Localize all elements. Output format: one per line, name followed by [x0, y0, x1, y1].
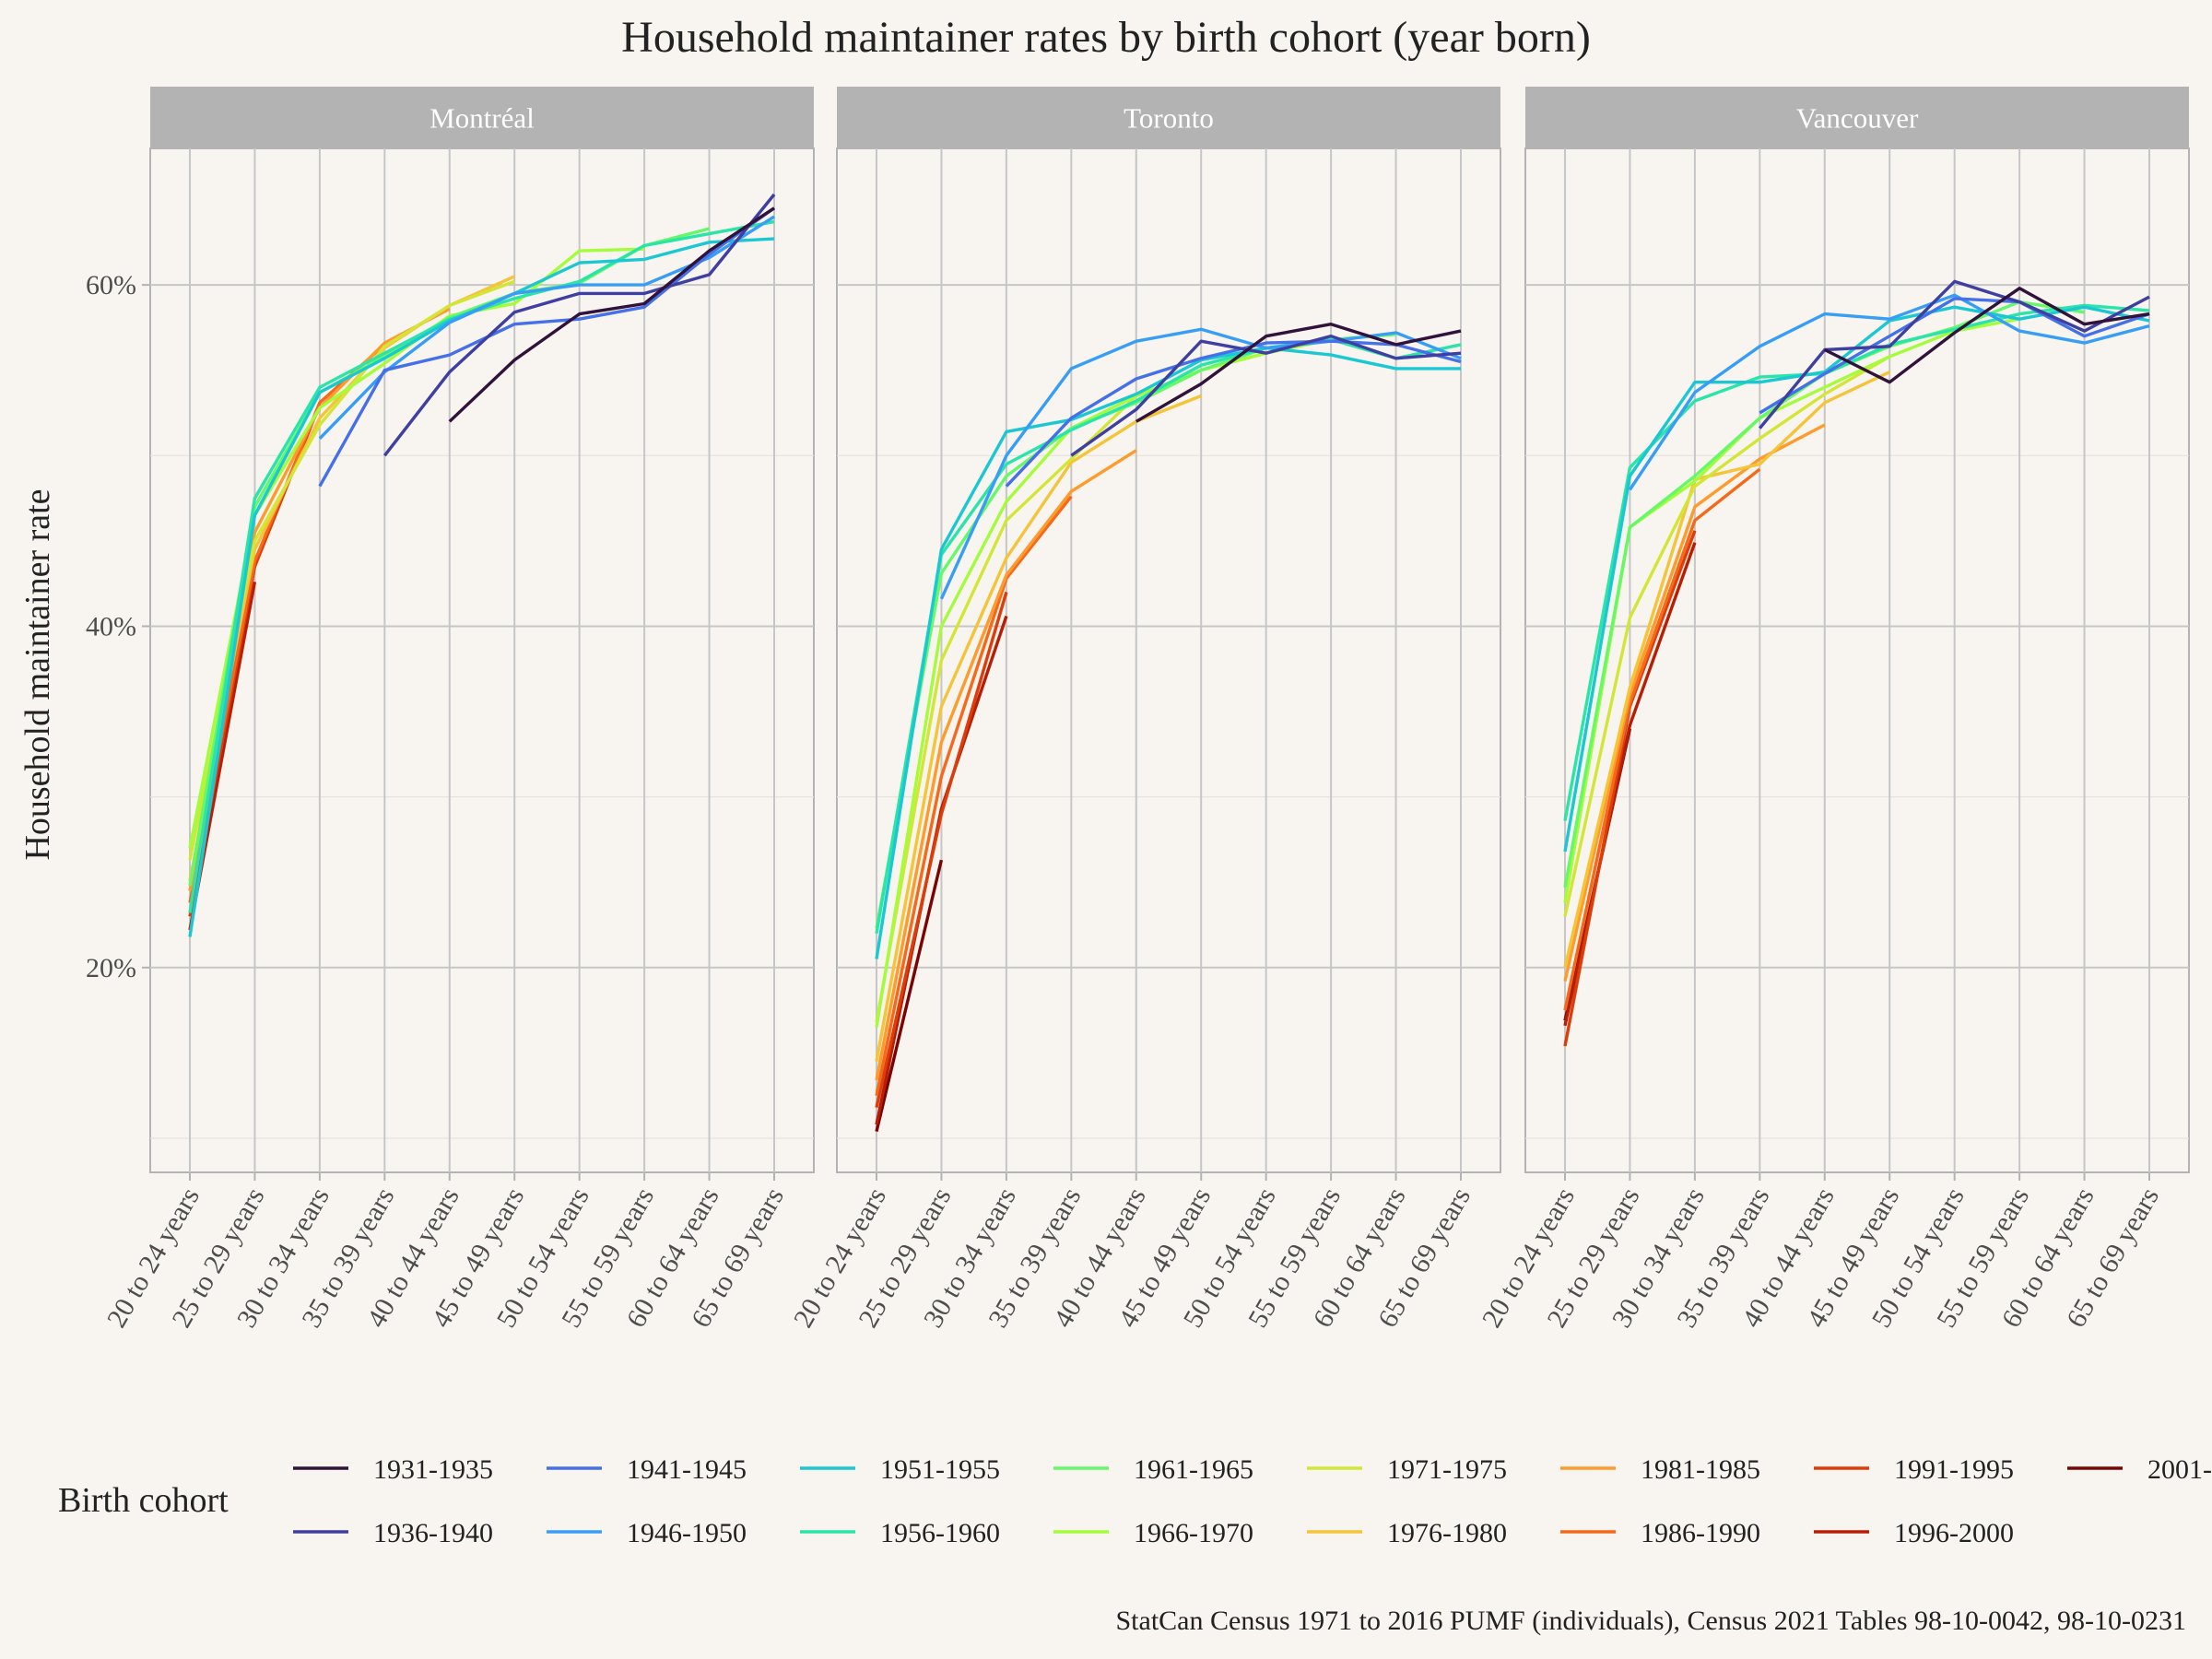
y-axis-title: Household maintainer rate [18, 488, 57, 860]
panel-border [1524, 147, 2190, 1173]
legend-label: 1976-1980 [1387, 1518, 1507, 1548]
legend-label: 1936-1940 [373, 1518, 493, 1548]
chart-title: Household maintainer rates by birth coho… [621, 13, 1591, 62]
legend-label: 1946-1950 [627, 1518, 747, 1548]
legend-label: 1956-1960 [880, 1518, 1000, 1548]
series-group [188, 193, 776, 937]
legend-item-1971-1975: 1971-1975 [1307, 1454, 1507, 1485]
legend-item-1936-1940: 1936-1940 [293, 1518, 493, 1548]
series-line-1981-1985 [875, 449, 1137, 1081]
legend-item-1961-1965: 1961-1965 [1053, 1454, 1253, 1485]
legend-label: 1996-2000 [1894, 1518, 2014, 1548]
series-line-1971-1975 [1563, 355, 1891, 917]
legend-label: 1931-1935 [373, 1454, 493, 1485]
series-line-1966-1970 [875, 337, 1332, 1028]
legend-label: 2001-2005 [2147, 1454, 2212, 1485]
series-line-1976-1980 [875, 394, 1202, 1062]
series-line-1986-1990 [188, 343, 386, 903]
strip-label-vancouver: Vancouver [1796, 102, 1919, 135]
legend-title: Birth cohort [58, 1481, 229, 1520]
series-line-1951-1955 [1563, 305, 2150, 853]
strip-label-toronto: Toronto [1124, 102, 1214, 135]
series-line-1976-1980 [1563, 371, 1890, 969]
series-group [1563, 279, 2150, 1047]
series-line-1946-1950 [318, 215, 775, 440]
legend-label: 1986-1990 [1641, 1518, 1760, 1548]
strip-toronto [837, 87, 1500, 148]
series-line-1946-1950 [1628, 293, 2150, 491]
legend-item-1996-2000: 1996-2000 [1814, 1518, 2014, 1548]
legend-item-1931-1935: 1931-1935 [293, 1454, 493, 1485]
series-line-1971-1975 [188, 279, 515, 861]
legend-item-1986-1990: 1986-1990 [1560, 1518, 1760, 1548]
series-line-1936-1940 [382, 193, 776, 457]
legend-label: 1966-1970 [1134, 1518, 1253, 1548]
legend-item-1981-1985: 1981-1985 [1560, 1454, 1760, 1485]
series-line-1931-1935 [1135, 323, 1462, 423]
series-line-1981-1985 [1563, 423, 1826, 982]
series-group [875, 323, 1462, 1132]
series-line-1936-1940 [1070, 335, 1462, 457]
series-line-1956-1960 [188, 219, 775, 913]
legend-item-1966-1970: 1966-1970 [1053, 1518, 1253, 1548]
series-line-1941-1945 [1005, 339, 1462, 488]
legend: Birth cohort 1931-1935 1936-1940 1941-1945… [58, 1454, 2212, 1548]
y-tick-label: 60% [86, 270, 136, 300]
legend-label: 1951-1955 [880, 1454, 1000, 1485]
series-line-1986-1990 [1563, 467, 1761, 1011]
legend-label: 1981-1985 [1641, 1454, 1760, 1485]
legend-item-1956-1960: 1956-1960 [800, 1518, 1000, 1548]
strip-vancouver [1525, 87, 2189, 148]
series-line-1931-1935 [448, 206, 775, 423]
panel-border [149, 147, 815, 1173]
series-line-1946-1950 [939, 327, 1462, 600]
series-line-1931-1935 [1824, 287, 2150, 384]
caption: StatCan Census 1971 to 2016 PUMF (indivi… [1116, 1606, 2187, 1636]
legend-item-1941-1945: 1941-1945 [547, 1454, 747, 1485]
series-line-2001-2005 [875, 859, 944, 1132]
legend-label: 1991-1995 [1894, 1454, 2014, 1485]
legend-item-1976-1980: 1976-1980 [1307, 1518, 1507, 1548]
strip-label-montral: Montréal [429, 102, 535, 135]
legend-label: 1961-1965 [1134, 1454, 1253, 1485]
series-line-1956-1960 [1563, 303, 2150, 821]
y-tick-label: 20% [86, 953, 136, 983]
legend-item-2001-2005: 2001-2005 [2067, 1454, 2212, 1485]
series-line-1976-1980 [188, 275, 515, 881]
legend-label: 1971-1975 [1387, 1454, 1507, 1485]
series-line-1991-1995 [875, 591, 1008, 1108]
series-line-1941-1945 [318, 206, 775, 488]
y-tick-label: 40% [86, 611, 136, 641]
series-line-1941-1945 [1759, 297, 2150, 415]
series-line-1986-1990 [875, 495, 1073, 1097]
strip-montral [150, 87, 814, 148]
panel-border [836, 147, 1501, 1173]
legend-item-1951-1955: 1951-1955 [800, 1454, 1000, 1485]
legend-label: 1941-1945 [627, 1454, 747, 1485]
series-line-1956-1960 [875, 337, 1462, 935]
legend-item-1946-1950: 1946-1950 [547, 1518, 747, 1548]
legend-item-1991-1995: 1991-1995 [1814, 1454, 2014, 1485]
